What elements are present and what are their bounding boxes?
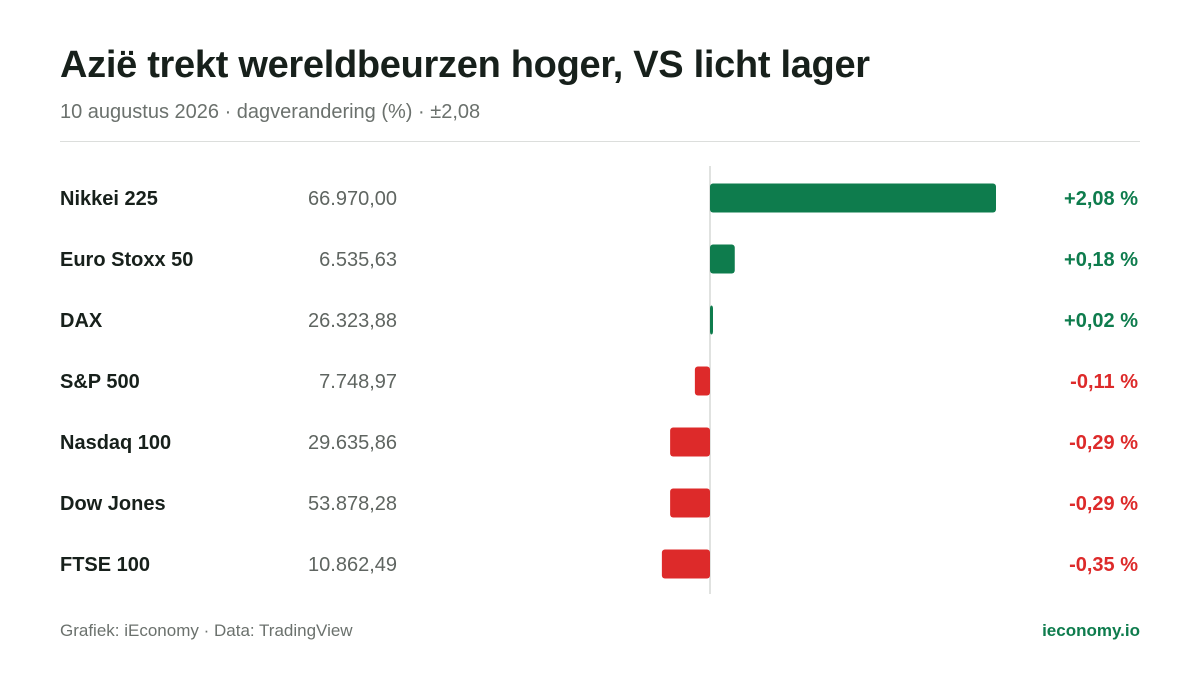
bar-positive xyxy=(710,244,735,274)
bar-positive xyxy=(710,305,713,335)
index-name-label: FTSE 100 xyxy=(60,554,150,576)
index-name-label: Dow Jones xyxy=(60,493,166,515)
bar-positive xyxy=(710,183,996,213)
change-value-label: +0,18 % xyxy=(1064,249,1138,271)
index-name-label: Nikkei 225 xyxy=(60,188,158,210)
header-divider xyxy=(60,141,1140,142)
index-price-label: 7.748,97 xyxy=(319,371,397,393)
index-name-label: Nasdaq 100 xyxy=(60,432,171,454)
index-price-label: 66.970,00 xyxy=(308,188,397,210)
chart-subtitle: 10 augustus 2026 · dagverandering (%) · … xyxy=(60,101,481,123)
change-value-label: -0,29 % xyxy=(1069,432,1138,454)
index-name-label: Euro Stoxx 50 xyxy=(60,249,193,271)
bar-negative xyxy=(670,488,710,518)
index-price-label: 26.323,88 xyxy=(308,310,397,332)
change-value-label: -0,29 % xyxy=(1069,493,1138,515)
change-value-label: -0,35 % xyxy=(1069,554,1138,576)
change-value-label: +2,08 % xyxy=(1064,188,1138,210)
index-price-label: 29.635,86 xyxy=(308,432,397,454)
bar-negative xyxy=(694,366,710,396)
index-price-label: 53.878,28 xyxy=(308,493,397,515)
bar-chart: Nikkei 225 66.970,00 +2,08 % Euro Stoxx 50 6… xyxy=(60,166,1138,594)
index-price-label: 10.862,49 xyxy=(308,554,397,576)
footer-brand-link[interactable]: ieconomy.io xyxy=(1042,621,1140,640)
footer-source: Grafiek: iEconomy · Data: TradingView xyxy=(60,621,353,640)
change-value-label: -0,11 % xyxy=(1070,371,1138,393)
index-name-label: DAX xyxy=(60,310,103,332)
index-name-label: S&P 500 xyxy=(60,371,140,393)
bar-negative xyxy=(661,549,710,579)
index-price-label: 6.535,63 xyxy=(319,249,397,271)
change-value-label: +0,02 % xyxy=(1064,310,1138,332)
bar-negative xyxy=(670,427,710,457)
chart-title: Azië trekt wereldbeurzen hoger, VS licht… xyxy=(60,44,870,86)
